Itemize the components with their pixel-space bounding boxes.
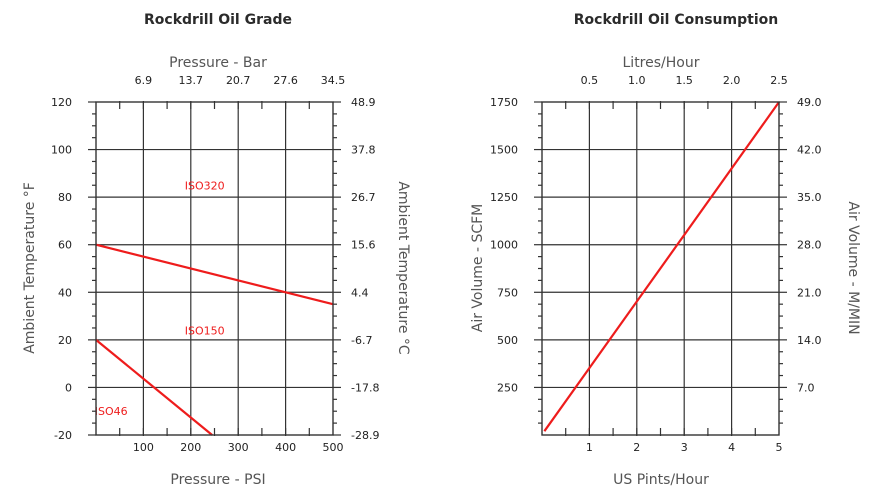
series-layer bbox=[543, 101, 780, 432]
y2-tick-label: 37.8 bbox=[351, 144, 376, 157]
y2-tick-label: -17.8 bbox=[351, 381, 379, 394]
y2-tick-label: 21.0 bbox=[797, 286, 822, 299]
y2-tick-label: 15.6 bbox=[351, 239, 376, 252]
y-tick-label: 0 bbox=[65, 381, 72, 394]
y-tick-label: 1250 bbox=[490, 191, 518, 204]
grid-layer bbox=[96, 102, 333, 435]
x-tick-label: 5 bbox=[776, 441, 783, 454]
y2-tick-label: 35.0 bbox=[797, 191, 822, 204]
y2-tick-label: 26.7 bbox=[351, 191, 376, 204]
y2-tick-label: 49.0 bbox=[797, 96, 822, 109]
x2-tick-label: 2.0 bbox=[723, 74, 741, 87]
x-tick-label: 300 bbox=[228, 441, 249, 454]
y2-tick-label: 48.9 bbox=[351, 96, 376, 109]
plot-frame bbox=[95, 101, 334, 436]
chart-title: Rockdrill Oil Grade bbox=[144, 12, 292, 28]
series-line bbox=[543, 101, 780, 432]
y2-tick-label: 28.0 bbox=[797, 239, 822, 252]
series-line bbox=[95, 243, 334, 306]
x2-tick-label: 20.7 bbox=[226, 74, 251, 87]
region-label: ISO320 bbox=[185, 179, 225, 192]
x2-tick-label: 2.5 bbox=[770, 74, 788, 87]
y2-tick-label: 14.0 bbox=[797, 334, 822, 347]
y2-tick-label: -6.7 bbox=[351, 334, 372, 347]
y2-tick-label: 7.0 bbox=[797, 381, 815, 394]
x-tick-label: 400 bbox=[275, 441, 296, 454]
y2-tick-label: 4.4 bbox=[351, 286, 369, 299]
x-tick-label: 1 bbox=[586, 441, 593, 454]
y2-axis-title: Air Volume - M/MIN bbox=[845, 201, 861, 334]
y-axis-title: Air Volume - SCFM bbox=[470, 204, 486, 333]
x-tick-label: 100 bbox=[133, 441, 154, 454]
chart-title: Rockdrill Oil Consumption bbox=[574, 12, 778, 28]
oil-grade-chart: Rockdrill Oil Grade Pressure - Bar Press… bbox=[22, 12, 411, 488]
x-tick-label: 500 bbox=[323, 441, 344, 454]
y-tick-label: 40 bbox=[58, 286, 72, 299]
y-tick-label: 20 bbox=[58, 334, 72, 347]
x2-tick-label: 34.5 bbox=[321, 74, 346, 87]
y-tick-label: 250 bbox=[497, 381, 518, 394]
tick-label-layer: 100 200 300 400 500 -20 0 20 40 60 80 100 120 6.9 13.7… bbox=[51, 74, 379, 454]
x-axis-title: Pressure - PSI bbox=[170, 472, 265, 488]
annotation-layer: ISO320 ISO150 ISO46 bbox=[95, 179, 225, 418]
y2-tick-label: 42.0 bbox=[797, 144, 822, 157]
x2-tick-label: 13.7 bbox=[179, 74, 204, 87]
region-label: ISO150 bbox=[185, 324, 225, 337]
tick-label-layer: 1 2 3 4 5 250 500 750 1000 1250 1500 1750 0.5 1.0 1.5 2… bbox=[490, 74, 822, 454]
y-tick-label: 500 bbox=[497, 334, 518, 347]
x-tick-label: 200 bbox=[180, 441, 201, 454]
x-axis-title: US Pints/Hour bbox=[613, 472, 709, 488]
y-tick-label: 80 bbox=[58, 191, 72, 204]
y-tick-label: 100 bbox=[51, 144, 72, 157]
tick-layer bbox=[88, 101, 341, 436]
x2-axis-title: Pressure - Bar bbox=[169, 55, 267, 71]
x2-tick-label: 1.5 bbox=[675, 74, 693, 87]
x2-tick-label: 0.5 bbox=[581, 74, 599, 87]
x-tick-label: 3 bbox=[681, 441, 688, 454]
y-tick-label: -20 bbox=[54, 429, 72, 442]
x2-axis-title: Litres/Hour bbox=[623, 55, 700, 71]
x-tick-label: 4 bbox=[728, 441, 735, 454]
y-tick-label: 1000 bbox=[490, 239, 518, 252]
x2-tick-label: 1.0 bbox=[628, 74, 646, 87]
region-label: ISO46 bbox=[95, 405, 128, 418]
oil-consumption-chart: Rockdrill Oil Consumption Litres/Hour US… bbox=[470, 12, 861, 488]
x2-tick-label: 6.9 bbox=[135, 74, 153, 87]
y-tick-label: 1750 bbox=[490, 96, 518, 109]
grid-layer bbox=[542, 102, 779, 435]
y-tick-label: 750 bbox=[497, 286, 518, 299]
y-tick-label: 60 bbox=[58, 239, 72, 252]
y-tick-label: 120 bbox=[51, 96, 72, 109]
y2-axis-title: Ambient Temperature °C bbox=[395, 181, 411, 355]
y2-tick-label: -28.9 bbox=[351, 429, 379, 442]
series-layer bbox=[95, 243, 334, 436]
y-tick-label: 1500 bbox=[490, 144, 518, 157]
x-tick-label: 2 bbox=[633, 441, 640, 454]
y-axis-title: Ambient Temperature °F bbox=[22, 182, 38, 354]
x2-tick-label: 27.6 bbox=[273, 74, 298, 87]
series-line bbox=[95, 339, 213, 436]
plot-frame bbox=[541, 101, 780, 436]
